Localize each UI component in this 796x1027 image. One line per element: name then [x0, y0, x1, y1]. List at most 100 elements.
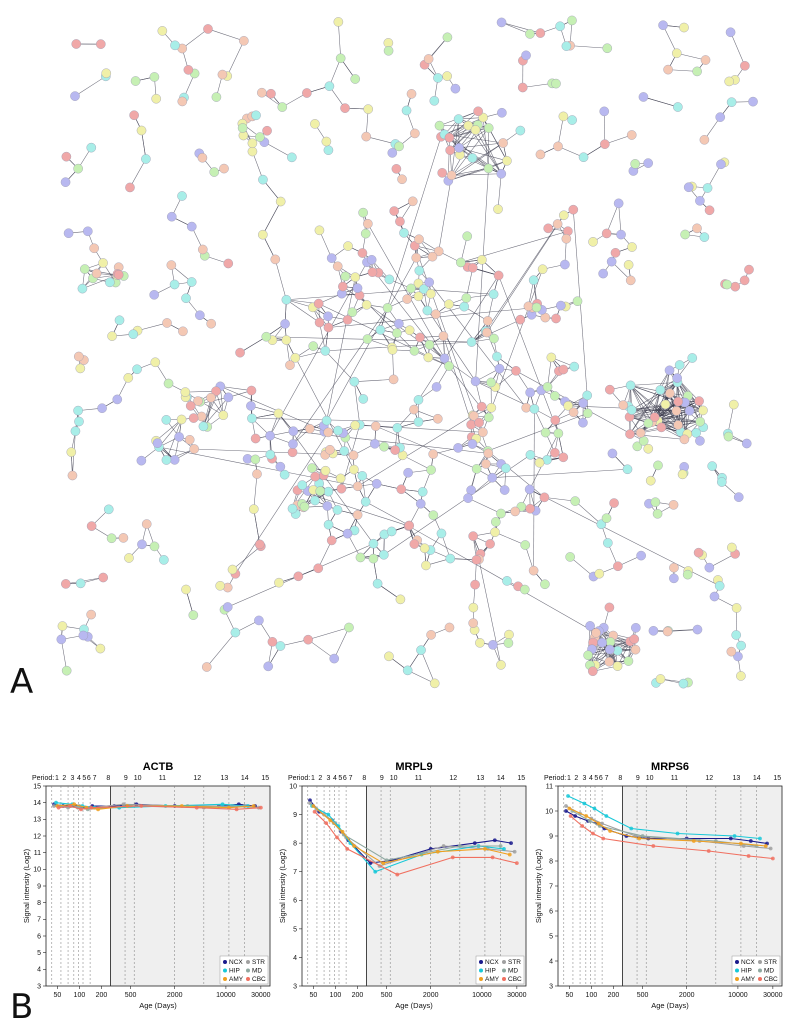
network-node — [551, 314, 560, 323]
period-number: 14 — [241, 775, 249, 782]
network-node — [390, 206, 399, 215]
period-number: 10 — [646, 775, 654, 782]
data-point-md — [588, 819, 592, 823]
network-node — [567, 16, 576, 25]
network-node — [502, 576, 511, 585]
network-node — [496, 509, 505, 518]
network-node — [742, 439, 751, 448]
network-node — [429, 449, 438, 458]
period-number: 14 — [497, 775, 505, 782]
network-node — [393, 423, 402, 432]
network-node — [197, 412, 206, 421]
network-node — [298, 481, 307, 490]
data-point-cbc — [324, 821, 328, 825]
network-node — [605, 385, 614, 394]
network-node — [405, 326, 414, 335]
network-node — [737, 641, 746, 650]
network-node — [399, 228, 408, 237]
data-point-amy — [341, 830, 345, 834]
period-number: 12 — [449, 775, 457, 782]
y-tick-label: 6 — [549, 908, 553, 915]
network-node — [511, 507, 520, 516]
network-node — [96, 644, 105, 653]
legend-label: STR — [764, 959, 777, 966]
network-node — [90, 244, 99, 253]
network-node — [700, 233, 709, 242]
network-node — [674, 420, 683, 429]
x-tick-label: 100 — [586, 992, 598, 999]
network-node — [315, 226, 324, 235]
x-axis-label: Age (Days) — [395, 1001, 433, 1010]
data-point-amy — [692, 839, 696, 843]
network-node — [674, 397, 683, 406]
period-number: 10 — [134, 775, 142, 782]
network-node — [255, 132, 264, 141]
chart-title: MRPL9 — [395, 761, 432, 773]
network-node — [553, 219, 562, 228]
network-node — [626, 276, 635, 285]
network-node — [343, 315, 352, 324]
network-node — [268, 637, 277, 646]
network-node — [497, 169, 506, 178]
network-node — [397, 175, 406, 184]
network-node — [246, 401, 255, 410]
y-tick-label: 4 — [549, 958, 553, 965]
data-point-hip — [54, 801, 58, 805]
network-node — [493, 205, 502, 214]
network-node — [656, 674, 665, 683]
data-point-ncx — [573, 814, 577, 818]
period-number: 2 — [318, 775, 322, 782]
period-number: 9 — [636, 775, 640, 782]
network-node — [124, 553, 133, 562]
network-edge — [403, 455, 431, 470]
network-node — [252, 469, 261, 478]
network-node — [544, 224, 553, 233]
data-point-cbc — [335, 836, 339, 840]
network-node — [394, 319, 403, 328]
network-edge — [252, 418, 419, 422]
x-axis-label: Age (Days) — [651, 1001, 689, 1010]
data-point-cbc — [747, 854, 751, 858]
network-node — [602, 229, 611, 238]
network-node — [330, 654, 339, 663]
network-node — [98, 258, 107, 267]
period-number: 9 — [124, 775, 128, 782]
network-node — [602, 514, 611, 523]
network-edge — [731, 32, 745, 66]
network-node — [307, 463, 316, 472]
network-node — [518, 83, 527, 92]
data-point-cbc — [580, 824, 584, 828]
network-node — [314, 564, 323, 573]
network-node — [497, 108, 506, 117]
legend-label: MD — [252, 968, 262, 975]
network-node — [351, 421, 360, 430]
network-node — [708, 462, 717, 471]
y-tick-label: 3 — [37, 983, 41, 990]
network-node — [359, 394, 368, 403]
legend-label: STR — [252, 959, 265, 966]
network-node — [68, 471, 77, 480]
network-node — [431, 310, 440, 319]
period-number: 7 — [93, 775, 97, 782]
network-node — [181, 585, 190, 594]
legend-marker — [223, 960, 227, 964]
network-node — [415, 333, 424, 342]
network-node — [403, 294, 412, 303]
network-node — [695, 196, 704, 205]
network-edge — [297, 490, 408, 526]
legend-marker — [479, 969, 483, 973]
network-node — [484, 413, 493, 422]
data-point-amy — [328, 818, 332, 822]
network-node — [432, 382, 441, 391]
network-node — [282, 335, 291, 344]
period-number: 1 — [567, 775, 571, 782]
network-node — [64, 229, 73, 238]
network-node — [605, 657, 614, 666]
data-point-cbc — [79, 807, 83, 811]
network-node — [80, 264, 89, 273]
network-node — [673, 373, 682, 382]
network-node — [710, 592, 719, 601]
x-tick-label: 500 — [381, 992, 393, 999]
network-node — [430, 679, 439, 688]
data-point-hip — [733, 834, 737, 838]
